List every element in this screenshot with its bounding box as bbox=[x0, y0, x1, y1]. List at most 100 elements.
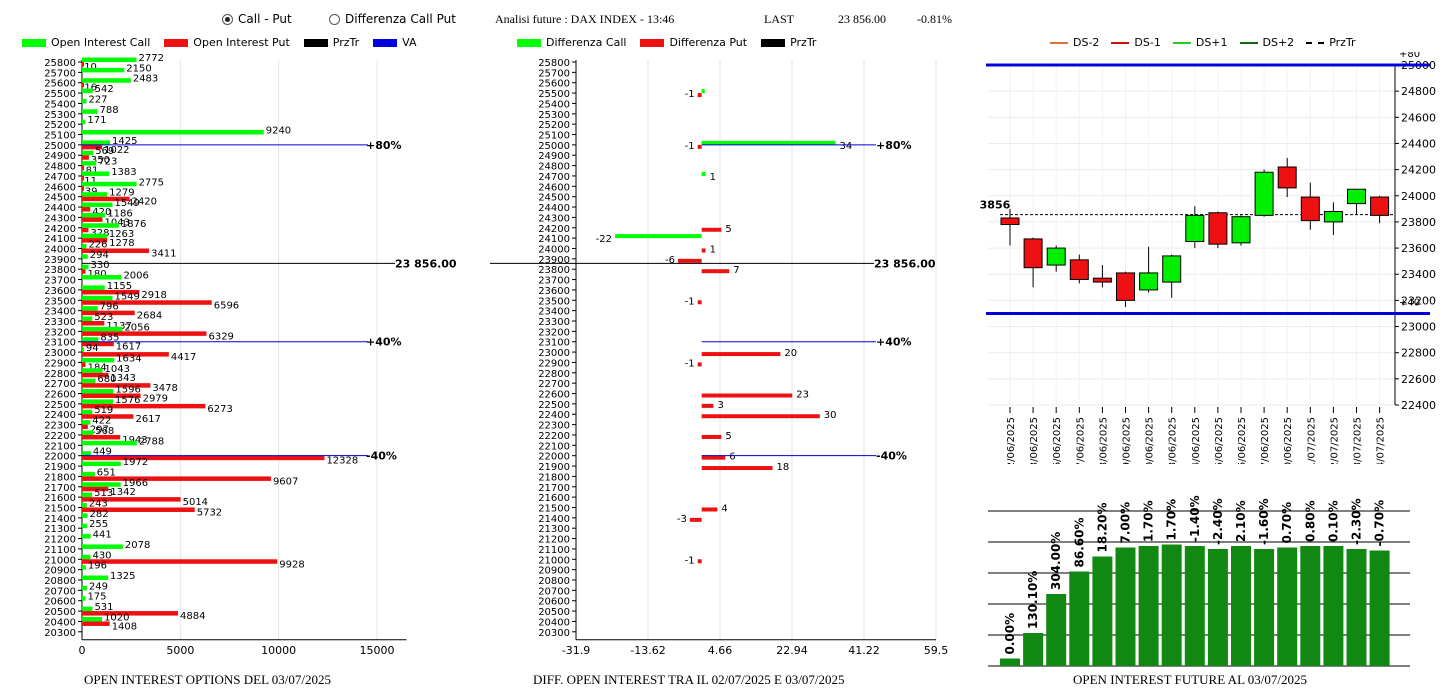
y-tick-label: 23600 bbox=[538, 286, 570, 297]
call-bar bbox=[82, 161, 97, 166]
y-tick-label: 24600 bbox=[44, 182, 76, 193]
y-tick-label: 20800 bbox=[538, 576, 570, 587]
y-tick-label: 23600 bbox=[1401, 242, 1436, 255]
diff-put-bar bbox=[701, 434, 722, 439]
call-bar bbox=[82, 202, 113, 208]
put-bar bbox=[82, 310, 135, 316]
put-label: 1408 bbox=[112, 621, 137, 632]
legend-right-item: DS-2 bbox=[1050, 36, 1099, 49]
y-tick-label: 21400 bbox=[44, 514, 76, 525]
legend-right-item: DS+1 bbox=[1172, 36, 1228, 49]
y-tick-label: 22500 bbox=[44, 400, 76, 411]
y-tick-label: 24200 bbox=[1401, 164, 1436, 177]
date-label: 25/06/2025 bbox=[1214, 417, 1225, 464]
caption-left: OPEN INTEREST OPTIONS DEL 03/07/2025 bbox=[84, 672, 331, 687]
diff-value-label: 30 bbox=[824, 410, 837, 421]
y-tick-label: 21100 bbox=[44, 545, 76, 556]
date-label: 20/06/2025 bbox=[1145, 417, 1156, 464]
future-oi-label: 0.70% bbox=[1280, 502, 1294, 544]
call-bar bbox=[82, 471, 95, 477]
call-bar bbox=[82, 192, 108, 197]
va-label: +80% bbox=[876, 139, 912, 152]
call-bar bbox=[82, 233, 107, 239]
last-value: 23 856.00 bbox=[838, 12, 886, 26]
radio-differenza[interactable]: Differenza Call Put bbox=[329, 12, 456, 26]
y-tick-label: 22800 bbox=[44, 369, 76, 380]
y-tick-label: 23000 bbox=[44, 348, 76, 359]
put-bar bbox=[82, 321, 105, 326]
future-oi-label: -1.40% bbox=[1188, 495, 1202, 542]
y-tick-label: 24700 bbox=[538, 172, 570, 183]
put-bar bbox=[82, 207, 91, 212]
y-tick-label: 23000 bbox=[538, 348, 570, 359]
call-bar bbox=[82, 523, 88, 529]
diff-put-bar bbox=[701, 393, 793, 398]
call-bar bbox=[82, 223, 119, 228]
put-bar bbox=[82, 434, 121, 440]
put-label: 6329 bbox=[208, 331, 233, 342]
y-tick-label: 24800 bbox=[1401, 85, 1436, 98]
put-bar bbox=[82, 362, 86, 367]
put-bar bbox=[82, 486, 109, 492]
legend-right-line bbox=[1111, 41, 1130, 44]
call-label: 1425 bbox=[112, 136, 137, 147]
call-bar bbox=[82, 295, 113, 301]
y-tick-label: 20900 bbox=[538, 566, 570, 577]
future-oi-bar bbox=[1300, 546, 1321, 666]
put-label: 16 bbox=[84, 83, 97, 94]
put-label: 1137 bbox=[106, 321, 131, 332]
call-bar bbox=[82, 347, 84, 353]
future-oi-bar bbox=[1369, 550, 1390, 666]
call-label: 523 bbox=[94, 312, 113, 323]
y-tick-label: 23400 bbox=[1401, 268, 1436, 281]
legend-left-label: VA bbox=[402, 36, 417, 49]
call-label: 226 bbox=[88, 239, 107, 250]
diff-value-label: 1 bbox=[710, 172, 716, 183]
call-label: 1043 bbox=[105, 364, 130, 375]
put-bar bbox=[82, 62, 84, 67]
put-label: 2979 bbox=[143, 394, 168, 405]
future-oi-label: -2.30% bbox=[1350, 498, 1364, 545]
legend-mid-item: Differenza Call bbox=[517, 36, 626, 49]
radio-dot[interactable] bbox=[329, 13, 340, 25]
candle-up bbox=[1139, 272, 1159, 291]
call-bar bbox=[82, 57, 137, 62]
legend-right: DS-2 DS-1 DS+1 DS+2 PrzTr bbox=[1050, 36, 1368, 49]
candle-up bbox=[1046, 247, 1066, 266]
y-tick-label: 22000 bbox=[538, 452, 570, 463]
call-bar bbox=[82, 243, 87, 249]
date-label: 26/06/2025 bbox=[1237, 417, 1248, 464]
y-tick-label: 21200 bbox=[44, 535, 76, 546]
call-label: 542 bbox=[95, 84, 114, 95]
put-bar bbox=[82, 300, 212, 305]
put-bar bbox=[82, 507, 195, 512]
y-tick-label: 23900 bbox=[538, 255, 570, 266]
y-tick-label: 22700 bbox=[538, 379, 570, 390]
radio-dot-selected[interactable] bbox=[222, 13, 233, 25]
call-bar bbox=[82, 130, 264, 135]
call-label: 1549 bbox=[114, 198, 139, 209]
radio-call-put[interactable]: Call - Put bbox=[222, 12, 292, 26]
y-tick-label: 20400 bbox=[538, 617, 570, 628]
legend-right-label: PrzTr bbox=[1329, 36, 1356, 49]
date-label: 19/06/2025 bbox=[1122, 417, 1133, 464]
put-label: 297 bbox=[90, 425, 109, 436]
future-candlestick-chart: 2500024800246002440024200240002380023600… bbox=[980, 52, 1436, 464]
call-label: 9240 bbox=[266, 126, 291, 137]
call-bar bbox=[82, 409, 93, 415]
call-label: 1966 bbox=[123, 478, 148, 489]
diff-put-bar bbox=[697, 300, 702, 305]
put-bar bbox=[82, 155, 89, 160]
diff-put-bar bbox=[701, 227, 722, 232]
legend-right-label: DS+1 bbox=[1195, 36, 1228, 49]
diff-put-bar bbox=[701, 507, 718, 512]
candle-up bbox=[1185, 214, 1205, 243]
legend-right-label: DS-1 bbox=[1134, 36, 1161, 49]
legend-right-line bbox=[1172, 41, 1191, 44]
date-label: 13/06/2025 bbox=[1029, 417, 1040, 464]
y-tick-label: 21500 bbox=[538, 503, 570, 514]
call-bar bbox=[82, 368, 103, 373]
x-tick-label: -31.9 bbox=[562, 644, 590, 657]
y-tick-label: 21600 bbox=[44, 493, 76, 504]
